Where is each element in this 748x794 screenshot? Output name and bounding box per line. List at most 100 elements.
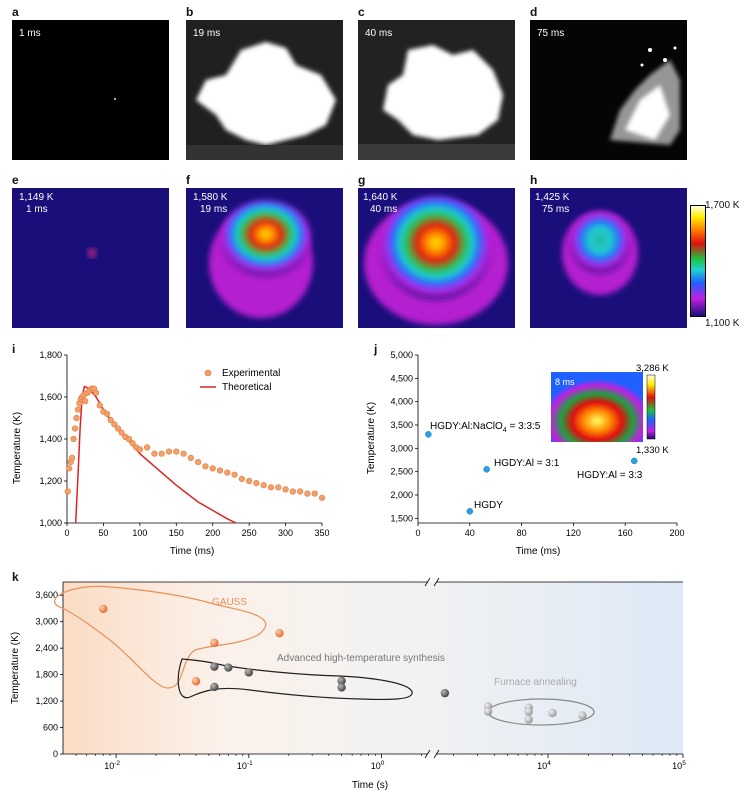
thermal-panel-f: 1,580 K 19 ms: [186, 188, 343, 328]
thermal-panel-e: 1,149 K 1 ms: [12, 188, 169, 328]
label-hgdy-al-31: HGDY:Al = 3:1: [494, 458, 560, 469]
experimental-point: [216, 467, 224, 474]
experimental-point: [151, 450, 158, 457]
experimental-point: [82, 398, 89, 405]
label-hgdy-al-naclo4: HGDY:Al:NaClO4 = 3:3:5: [430, 421, 541, 434]
inset-min: 1,330 K: [636, 445, 669, 456]
experimental-point: [93, 389, 100, 396]
inset-thermal: 8 ms 3,286 K 1,330 K: [551, 363, 669, 456]
panel-label-i: i: [12, 342, 16, 356]
furnace-point: [578, 711, 587, 720]
experimental-point: [297, 488, 304, 495]
furnace-point: [524, 715, 533, 724]
experimental-point: [304, 490, 311, 497]
y-tick-label: 2,400: [35, 643, 58, 653]
experimental-point: [180, 450, 187, 457]
data-point: [631, 457, 638, 465]
y-tick-label: 3,000: [390, 443, 413, 453]
x-tick-label: 250: [242, 528, 257, 538]
temp-label: 1,149 K: [19, 192, 54, 203]
x-tick-label: 50: [98, 528, 108, 538]
experimental-point: [289, 488, 296, 495]
background-gradient: [63, 582, 683, 754]
gauss-point: [191, 677, 201, 686]
axis-break-mark: [433, 577, 440, 587]
inset-max: 3,286 K: [636, 363, 669, 374]
panel-label-h: h: [530, 173, 538, 187]
experimental-point: [66, 465, 73, 472]
experimental-point: [224, 469, 231, 476]
experimental-point: [107, 416, 114, 424]
data-point: [483, 466, 490, 473]
experimental-point: [114, 425, 122, 432]
y-tick-label: 1,800: [39, 350, 62, 360]
experimental-point: [246, 477, 253, 485]
label-gauss: GAUSS: [212, 597, 247, 608]
data-point: [466, 508, 474, 515]
experimental-point: [231, 471, 238, 478]
experimental-point: [267, 484, 275, 491]
thermal-image: [562, 211, 638, 295]
experimental-point: [311, 490, 318, 497]
y-tick-label: 1,500: [390, 513, 413, 523]
experimental-point: [187, 454, 194, 461]
furnace-point: [548, 708, 557, 718]
experimental-point: [253, 480, 260, 487]
y-axis-label: Temperature (K): [366, 402, 377, 474]
experimental-point: [158, 450, 165, 457]
thermal-image: [209, 200, 313, 318]
temp-label: 1,640 K: [363, 192, 398, 203]
x-tick-label: 200: [669, 528, 684, 538]
y-tick-label: 4,000: [390, 397, 413, 407]
legend-experimental: Experimental: [222, 368, 280, 379]
x-tick-label: 150: [169, 528, 184, 538]
experimental-point: [202, 463, 209, 470]
data-point: [425, 431, 432, 438]
experimental-point: [125, 435, 133, 443]
advanced-point: [210, 662, 219, 671]
x-tick-label: 100: [371, 760, 385, 771]
panel-label-d: d: [530, 5, 538, 19]
experimental-point: [282, 486, 289, 493]
advanced-point: [337, 683, 346, 692]
experimental-point: [111, 421, 118, 428]
panel-label-k: k: [12, 570, 19, 584]
chart-j: 0 40 80 120 160 200 1,500 2,000 2,500 3,000 3,500 4…: [366, 350, 685, 557]
time-label: 40 ms: [370, 204, 398, 215]
x-tick-label: 0: [64, 528, 69, 538]
experimental-point: [275, 484, 282, 491]
y-tick-label: 1,000: [39, 518, 62, 528]
experimental-point: [118, 429, 125, 436]
y-tick-label: 1,200: [35, 696, 58, 706]
panel-label-g: g: [358, 173, 366, 187]
advanced-point: [210, 682, 219, 692]
x-axis-label: Time (ms): [170, 546, 215, 557]
experimental-point: [195, 458, 202, 466]
experimental-point: [70, 435, 77, 443]
gauss-point: [99, 604, 108, 614]
experimental-point: [71, 425, 79, 432]
axis-break-mark: [433, 749, 440, 759]
experimental-point: [68, 454, 76, 461]
chart-i: 0 50 100 150 200 250 300 350 1,000 1,200 1,400 1,60…: [12, 350, 330, 557]
thermal-panel-h: 1,425 K 75 ms: [530, 188, 687, 328]
x-tick-label: 100: [132, 528, 147, 538]
label-hgdy-al-33: HGDY:Al = 3:3: [577, 470, 643, 481]
experimental-point: [64, 488, 71, 495]
experimental-point: [103, 410, 111, 417]
furnace-point: [524, 707, 533, 716]
x-tick-label: 160: [618, 528, 633, 538]
experimental-point: [173, 448, 180, 455]
time-label: 75 ms: [537, 28, 565, 39]
experimental-point: [73, 414, 80, 422]
panel-label-c: c: [358, 5, 365, 19]
y-tick-label: 1,600: [39, 392, 62, 402]
y-tick-label: 2,500: [390, 467, 413, 477]
x-tick-label: 200: [205, 528, 220, 538]
time-label: 19 ms: [200, 204, 228, 215]
experimental-point: [136, 446, 143, 453]
y-tick-label: 5,000: [390, 350, 413, 360]
chart-k: 0 600 1,200 1,800 2,400 3,000 3,600 10-2 10-1 100…: [10, 577, 686, 791]
y-tick-label: 600: [43, 723, 58, 733]
colorbar-min: 1,100 K: [705, 318, 740, 329]
